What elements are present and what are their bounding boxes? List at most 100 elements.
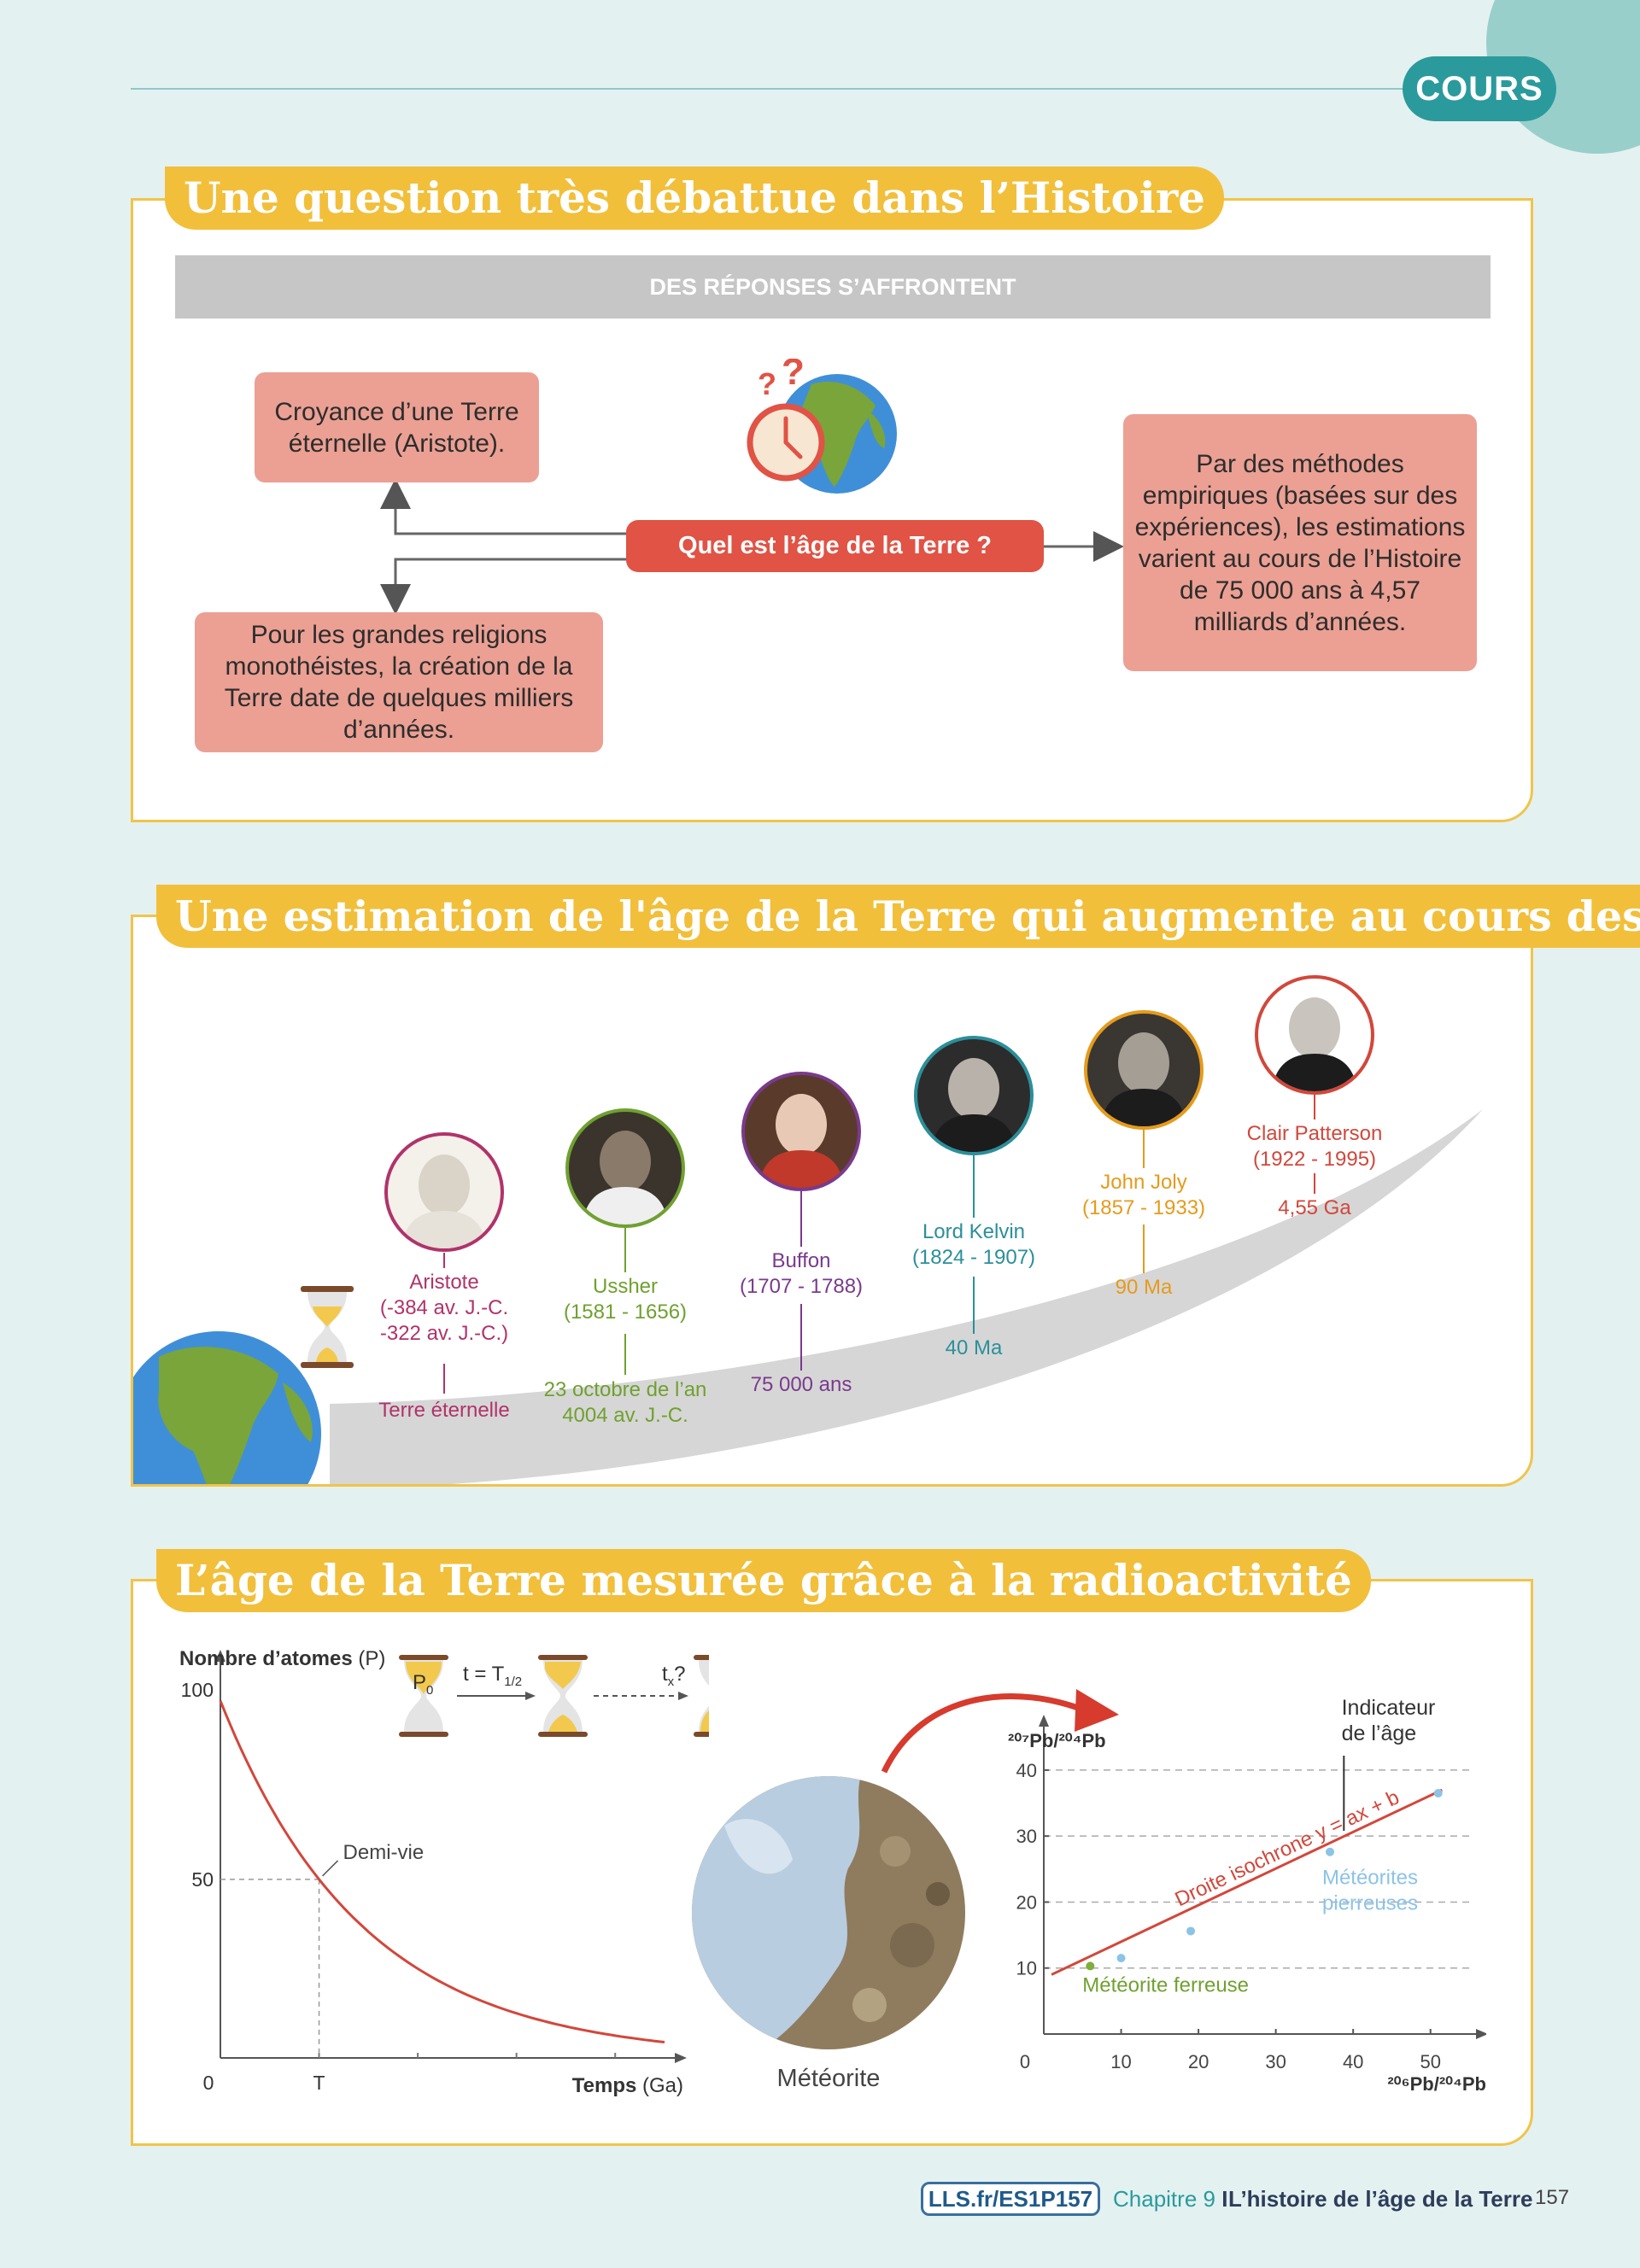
decay-chart: Nombre d’atomes (P) Temps (Ga) 100 50 0 T Demi… [179,1647,709,2097]
timeline-connector [1143,1225,1145,1273]
globe-clock-icon: ? ? [747,359,897,494]
footer-link[interactable]: LLS.fr/ES1P157 [921,2182,1100,2216]
x-tick-label: T [313,2072,325,2094]
earth-globe-icon [133,1331,321,1484]
x-tick-label: 0 [1020,2051,1030,2072]
eternal-earth-box: Croyance d’une Terre éternelle (Aristote… [255,372,539,482]
person-dates: (1707 - 1788) [739,1275,864,1298]
person-dates: (1824 - 1907) [911,1246,1036,1269]
timeline-connector [624,1334,626,1375]
x-axis-arrow [1476,2029,1486,2039]
person-name: Lord Kelvin (1824 - 1907) [863,1219,1085,1271]
portrait-4 [914,1036,1034,1155]
age-estimate: 90 Ma [1115,1276,1173,1299]
x-tick-label: 40 [1343,2051,1363,2072]
debate-connectors [380,478,1124,615]
person-dates: (1581 - 1656) [563,1301,688,1324]
x-tick-label: 50 [1420,2051,1440,2072]
y-tick-label: 40 [1016,1760,1037,1781]
y-tick-label: 10 [1016,1958,1037,1979]
isochron-chart: 10 20 30 40 0 10 20 30 40 50 ²⁰⁷Pb/²⁰⁴Pb ²⁰⁶Pb/²⁰⁴P… [1008,1696,1486,2095]
timeline-swoosh [330,1109,1483,1484]
x-axis-label: Temps (Ga) [572,2074,683,2097]
person-name: Buffon (1707 - 1788) [690,1248,912,1300]
time-x-label: tx? [662,1663,686,1689]
hourglass-half-life [538,1655,588,1737]
timeline-connector [443,1253,445,1268]
stony-meteorite-point [1116,1954,1126,1963]
x-axis-arrow [675,2053,687,2063]
y-tick-label: 30 [1016,1826,1037,1847]
section-timeline-title: Une estimation de l'âge de la Terre qui … [156,885,1640,948]
age-estimate: 75 000 ans [750,1373,852,1396]
stony-meteorite-point [1186,1926,1196,1936]
timeline-connector [1143,1130,1145,1168]
iron-meteorite-point [1086,1961,1095,1971]
isochron-line [1051,1788,1443,1976]
y-axis-arrow [1039,1715,1049,1727]
x-tick-label: 20 [1188,2051,1209,2072]
timeline-connector [973,1155,975,1218]
person-name-text: Lord Kelvin [922,1220,1026,1243]
footer-chapter: Chapitre 9 I [1113,2186,1228,2212]
timeline-connector [624,1228,626,1272]
age-question: Quel est l’âge de la Terre ? [626,520,1044,572]
portrait-1 [384,1132,504,1252]
age-estimate: 40 Ma [945,1336,1003,1359]
person-dates: (1922 - 1995) [1252,1148,1377,1171]
timeline-connector [443,1364,445,1394]
person-name-text: Aristote [409,1271,479,1294]
y-axis-label: ²⁰⁷Pb/²⁰⁴Pb [1008,1730,1106,1751]
portrait-3 [741,1072,861,1191]
y-tick-label: 50 [191,1868,214,1891]
age-estimate: 4,55 Ga [1278,1196,1351,1219]
decay-curve [219,1700,665,2043]
meteorite-caption: Météorite [776,2065,881,2092]
origin-label: 0 [203,2072,214,2094]
iron-meteorite-label: Météorite ferreuse [1082,1974,1249,1997]
stony-meteorites-label: Météorites [1322,1867,1418,1890]
section-debate-title: Une question très débattue dans l’Histoi… [165,167,1224,230]
stony-meteorite-point [1433,1788,1443,1797]
x-tick-label: 30 [1265,2051,1286,2072]
age-estimate: Terre éternelle [378,1399,510,1422]
x-axis-label: ²⁰⁶Pb/²⁰⁴Pb [1387,2073,1486,2095]
person-dates: (-384 av. J.-C. -322 av. J.-C.) [379,1296,509,1345]
portrait-2 [565,1108,685,1228]
half-life-time-label: t = T1/2 [463,1663,522,1689]
religions-box: Pour les grandes religions monothéistes,… [195,612,603,752]
hourglass-icon [301,1286,354,1368]
svg-text:?: ? [758,366,776,401]
timeline-connector [800,1304,802,1371]
person-name: Ussher (1581 - 1656) [514,1274,736,1325]
age-indicator-label: de l’âge [1342,1721,1417,1745]
person-name: Clair Patterson (1922 - 1995) [1204,1121,1426,1172]
portrait-6 [1255,975,1374,1095]
person-name-text: Ussher [592,1275,659,1298]
age-indicator-label: Indicateur [1342,1696,1436,1720]
stony-meteorite-point [1326,1847,1335,1856]
half-life-annotation: Demi-vie [343,1841,425,1864]
y-tick-label: 100 [181,1679,214,1701]
page-number: 157 [1535,2186,1570,2209]
footer-title: L’histoire de l’âge de la Terre [1228,2186,1533,2212]
person-name-text: Clair Patterson [1246,1122,1383,1145]
y-axis-label: Nombre d’atomes (P) [179,1647,385,1670]
timeline-connector [1314,1173,1315,1194]
hourglass-arrowhead [678,1692,688,1700]
timeline-connector [1314,1095,1315,1119]
hourglass-arrowhead [525,1692,536,1700]
meteorite-photo [692,1776,965,2049]
timeline-connector [973,1277,975,1334]
timeline-connector [800,1191,802,1247]
y-tick-label: 20 [1016,1891,1037,1913]
person-dates: (1857 - 1933) [1081,1196,1206,1219]
responses-banner: DES RÉPONSES S’AFFRONTENT [175,255,1491,319]
hourglass-final [694,1655,709,1737]
stony-meteorites-label: pierreuses [1322,1892,1418,1915]
portrait-5 [1084,1010,1204,1130]
annotation-leader [322,1860,339,1877]
empirical-methods-box: Par des méthodes empiriques (basées sur … [1123,414,1477,671]
y-axis-arrow [215,1650,226,1662]
person-name-text: Buffon [771,1249,831,1272]
